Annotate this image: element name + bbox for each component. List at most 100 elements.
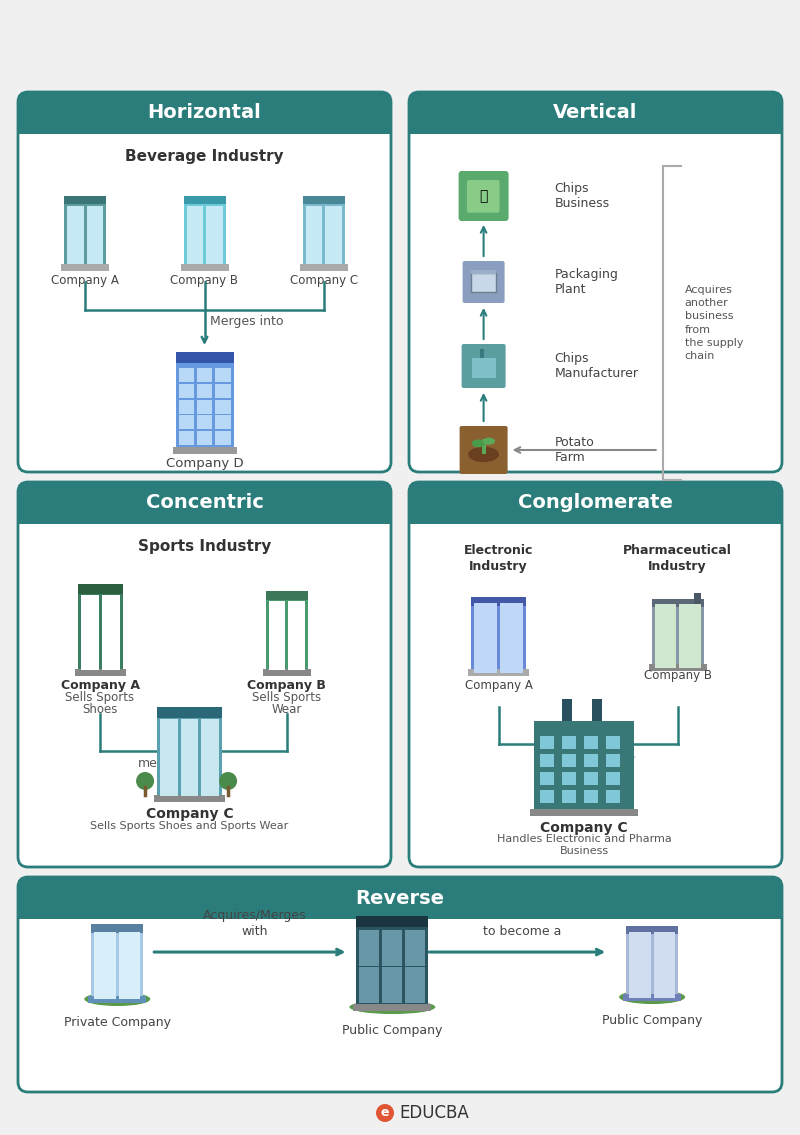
Bar [500,604,523,624]
Bar [584,735,598,749]
Text: Sells Sports Shoes and Sports Wear: Sells Sports Shoes and Sports Wear [90,821,289,831]
Bar [186,235,203,250]
Text: Company C: Company C [541,821,628,835]
Bar [406,985,426,1003]
Bar [288,615,305,630]
Text: Pharmaceutical
Industry: Pharmaceutical Industry [623,544,732,573]
Bar [91,924,143,933]
Bar [354,1004,431,1011]
Bar [78,585,122,669]
Bar [197,368,212,382]
Bar [186,250,203,264]
Bar [215,400,230,413]
Bar [64,196,106,264]
Bar [540,754,554,767]
Bar [102,624,119,641]
Bar [471,270,496,274]
Bar [480,350,485,358]
Bar [606,735,620,749]
Bar [178,368,194,382]
Ellipse shape [472,439,485,447]
Text: Wear: Wear [271,703,302,716]
Bar [181,264,229,271]
Bar [303,196,345,204]
Bar [215,368,230,382]
Text: Potato
Farm: Potato Farm [554,436,594,464]
Bar [102,595,119,612]
Text: Public Company: Public Company [342,1024,442,1037]
Bar [266,591,307,669]
Text: Sells Sports: Sells Sports [66,691,134,704]
Bar [326,250,342,264]
Bar [202,734,219,750]
Bar [178,384,194,397]
Bar [178,415,194,429]
Bar [606,790,620,802]
Bar [181,734,198,750]
Bar [651,599,703,607]
FancyBboxPatch shape [18,877,782,919]
FancyBboxPatch shape [409,482,782,524]
Bar [160,749,178,765]
Bar [269,656,285,671]
Bar [119,964,140,983]
Bar [215,415,230,429]
Bar [18,114,391,134]
Bar [474,653,497,673]
Bar [86,205,103,220]
Bar [626,926,678,934]
Bar [175,352,234,447]
Text: Acquires/Merges
with: Acquires/Merges with [203,909,306,938]
Bar [88,997,146,1003]
Bar [474,620,497,640]
Bar [173,447,237,454]
Bar [303,196,345,264]
Bar [183,196,226,204]
Bar [629,932,650,951]
Circle shape [136,772,154,790]
Ellipse shape [468,447,499,462]
Bar [540,735,554,749]
Bar [584,754,598,767]
Bar [534,721,634,809]
Text: merges: merges [590,749,636,763]
Text: Horizontal: Horizontal [148,103,262,123]
Bar [500,653,523,673]
Bar [356,916,428,1004]
Text: 🌿: 🌿 [479,190,488,203]
Bar [18,503,391,524]
Bar [654,948,675,967]
Text: Private Company: Private Company [64,1016,171,1029]
FancyBboxPatch shape [459,426,508,474]
Bar [562,735,576,749]
Bar [406,967,426,985]
Text: Business: Business [560,846,609,856]
Bar [409,114,782,134]
Bar [202,720,219,735]
Circle shape [219,772,237,790]
Bar [562,790,576,802]
Text: Packaging
Plant: Packaging Plant [554,268,618,296]
Text: Sells Sports: Sells Sports [252,691,321,704]
Bar [183,196,226,264]
Bar [160,720,178,735]
Bar [288,629,305,644]
Bar [119,932,140,951]
Bar [197,415,212,429]
Bar [471,597,526,669]
Text: EDUCBA: EDUCBA [399,1104,469,1123]
Bar [102,609,119,627]
Bar [181,780,198,796]
FancyBboxPatch shape [467,180,499,212]
Bar [157,707,222,794]
Bar [288,602,305,616]
Bar [471,272,496,292]
Bar [359,967,379,985]
Text: Company C: Company C [146,807,234,821]
Bar [215,384,230,397]
Bar [679,649,701,669]
Bar [94,964,116,983]
Ellipse shape [84,992,150,1006]
Bar [359,949,379,966]
Bar [81,639,98,656]
